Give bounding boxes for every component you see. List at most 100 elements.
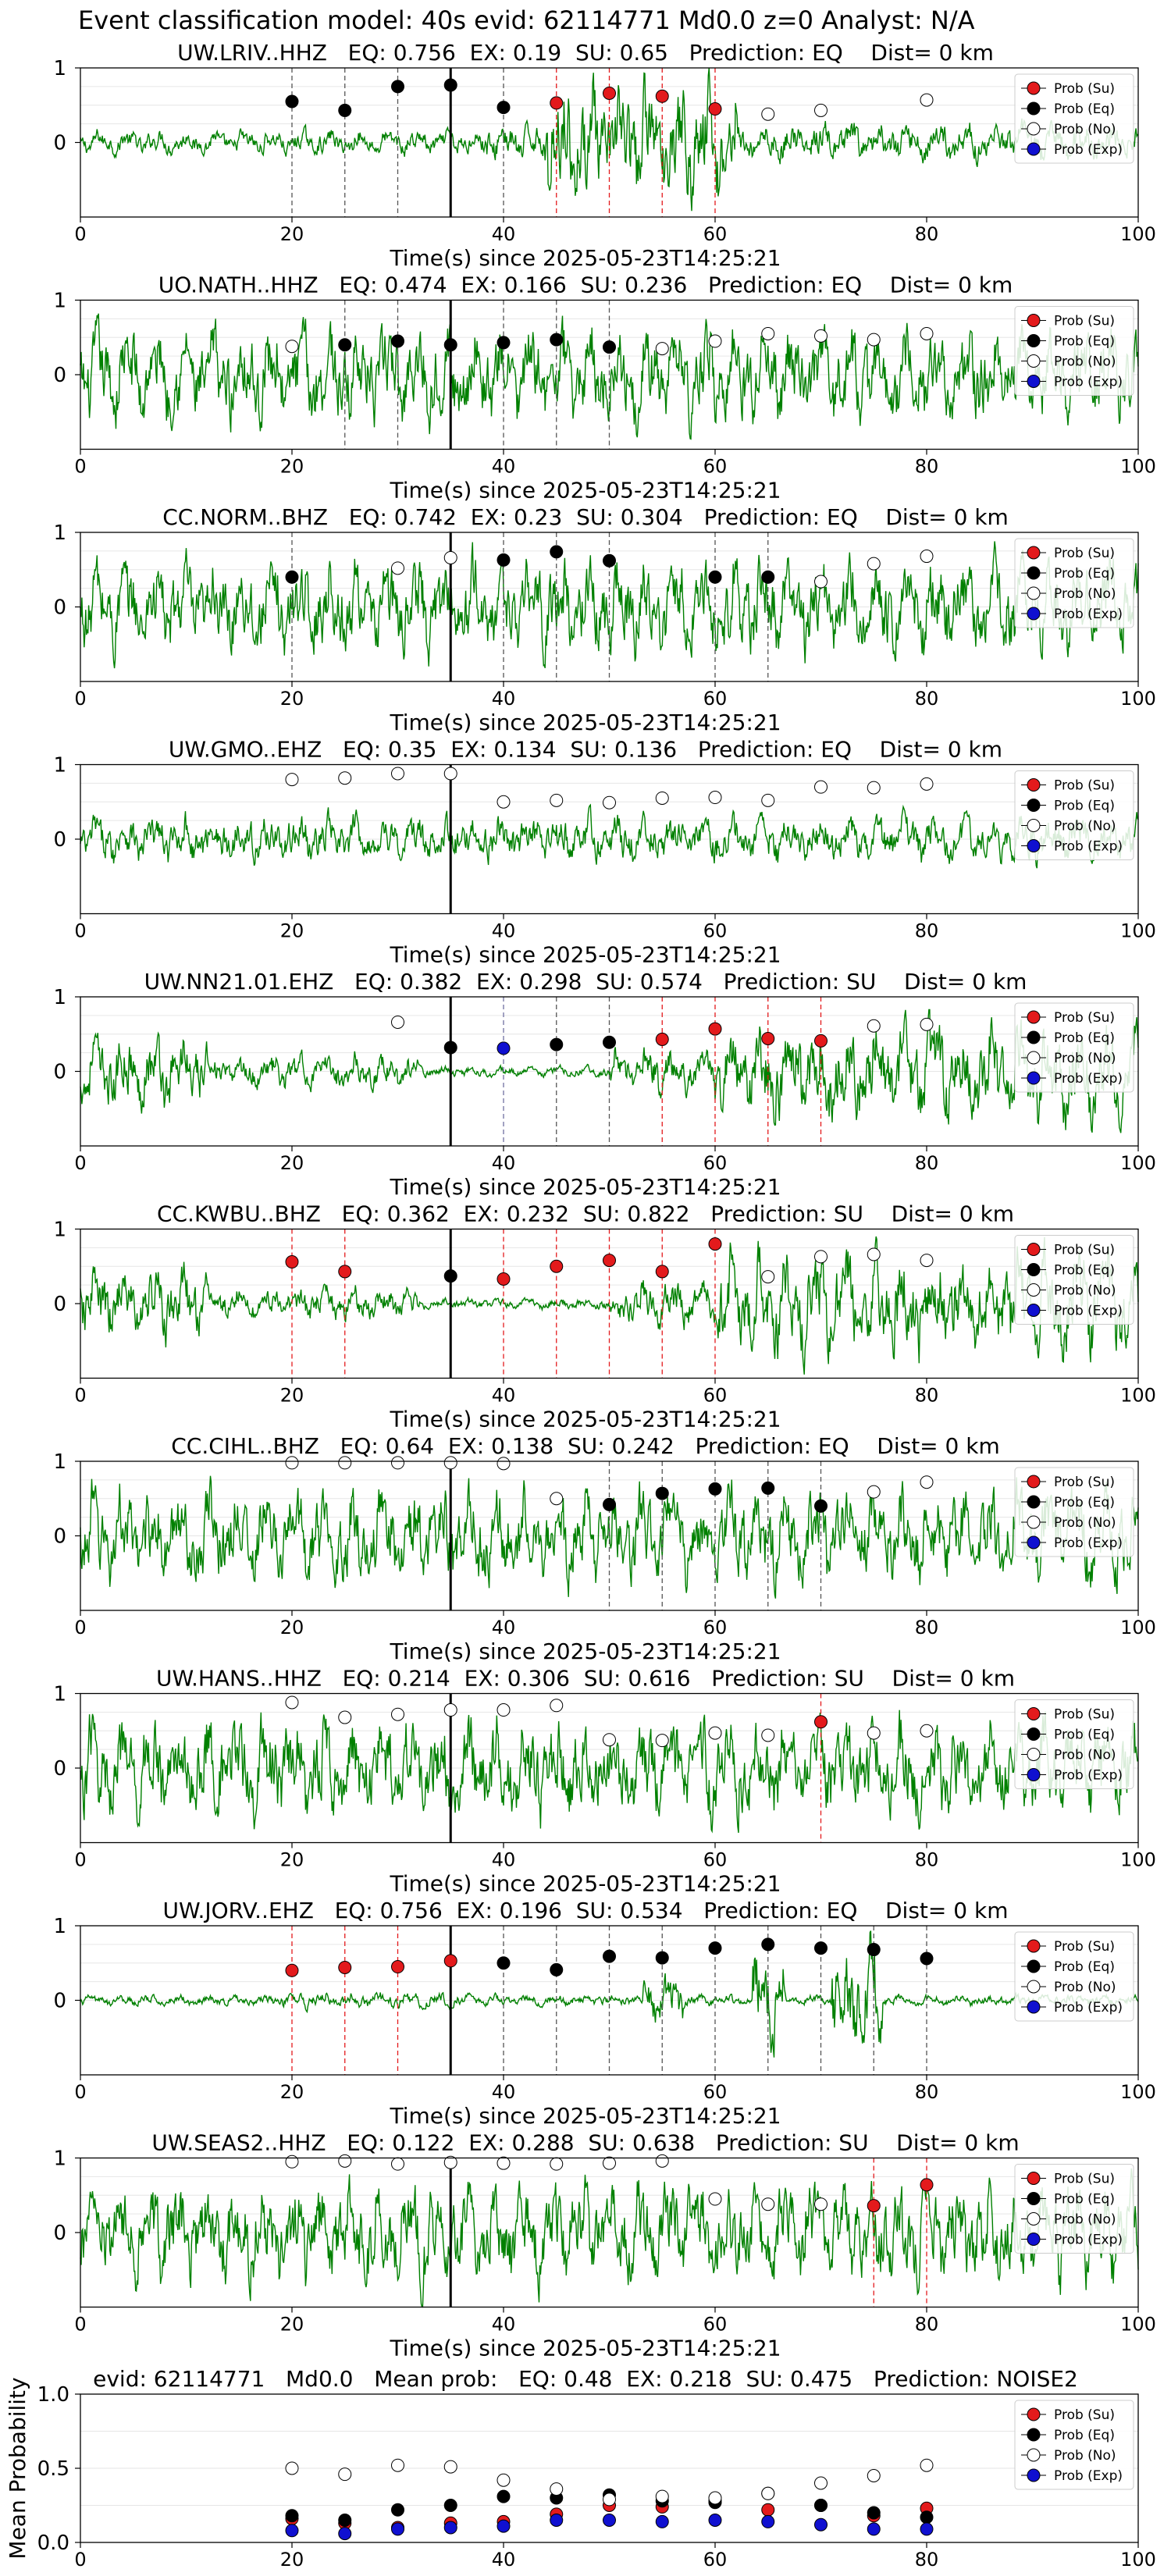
legend-label: Prob (Eq): [1054, 566, 1115, 582]
prob-marker-no: [550, 1492, 564, 1506]
legend-label: Prob (Eq): [1054, 1727, 1115, 1743]
legend-label: Prob (No): [1054, 819, 1116, 834]
mean-prob-marker-exp: [814, 2517, 828, 2532]
waveform-panel: CC.NORM..BHZ EQ: 0.742 EX: 0.23 SU: 0.30…: [53, 504, 1155, 735]
legend-marker: [1027, 1939, 1041, 1953]
legend-marker: [1027, 1243, 1041, 1256]
x-axis-label: Time(s) since 2025-05-23T14:25:21: [389, 1407, 781, 1432]
legend-marker: [1027, 819, 1041, 832]
legend-marker: [1027, 566, 1041, 580]
prob-marker-no: [814, 575, 828, 589]
x-tick-label: 20: [280, 2081, 304, 2103]
waveform-trace: [80, 1930, 1139, 2058]
legend-label: Prob (Su): [1054, 1939, 1115, 1955]
legend-label: Prob (Su): [1054, 314, 1115, 329]
waveform-trace: [80, 2168, 1139, 2308]
legend-box: [1014, 2164, 1134, 2254]
prob-marker-no: [761, 107, 775, 121]
mean-prob-marker-eq: [443, 2499, 457, 2512]
legend-label: Prob (Su): [1054, 2407, 1115, 2423]
prob-marker-no: [814, 103, 828, 117]
mean-prob-marker-exp: [708, 2514, 722, 2527]
prob-marker-eq: [814, 1941, 828, 1955]
x-tick-label: 100: [1120, 1849, 1156, 1871]
legend-label: Prob (Eq): [1054, 799, 1115, 814]
x-tick-label: 0: [74, 223, 86, 245]
prob-marker-no: [708, 2192, 722, 2206]
legend-marker: [1027, 778, 1041, 792]
legend-label: Prob (Eq): [1054, 334, 1115, 350]
legend-box: [1014, 1931, 1134, 2022]
prob-marker-no: [391, 561, 404, 575]
prob-marker-no: [867, 781, 881, 795]
mean-prob-marker-eq: [391, 2503, 404, 2517]
legend-label: Prob (Eq): [1054, 2428, 1115, 2443]
legend-marker: [1027, 2468, 1041, 2482]
x-tick-label: 40: [492, 2314, 516, 2336]
prob-marker-no: [338, 1710, 352, 1724]
mean-prob-marker-exp: [550, 2514, 564, 2527]
prob-marker-no: [761, 1270, 775, 1284]
x-tick-label: 60: [703, 456, 728, 478]
prob-marker-su: [285, 1963, 299, 1977]
prob-marker-no: [497, 1703, 511, 1717]
prob-marker-su: [497, 1272, 511, 1286]
x-tick-label: 80: [915, 1385, 939, 1407]
x-tick-label: 0: [74, 920, 86, 942]
y-tick-label: 0: [53, 132, 66, 155]
panel-title: UW.SEAS2..HHZ EQ: 0.122 EX: 0.288 SU: 0.…: [151, 2130, 1019, 2156]
legend-label: Prob (Eq): [1054, 1495, 1115, 1510]
legend-marker: [1027, 1263, 1041, 1276]
legend-label: Prob (No): [1054, 1515, 1116, 1531]
x-axis-label: Time(s) since 2025-05-23T14:25:21: [389, 2336, 781, 2361]
y-tick-label: 0: [53, 828, 66, 852]
prob-marker-su: [708, 102, 722, 116]
legend-label: Prob (No): [1054, 2212, 1116, 2228]
legend-label: Prob (Eq): [1054, 1030, 1115, 1046]
legend-label: Prob (Exp): [1054, 375, 1123, 390]
prob-marker-no: [497, 795, 511, 809]
prob-marker-eq: [603, 1949, 616, 1963]
prob-marker-eq: [443, 1269, 457, 1283]
prob-marker-no: [920, 1475, 934, 1489]
x-tick-label: 0: [74, 456, 86, 478]
prob-marker-no: [443, 767, 457, 781]
prob-marker-eq: [550, 333, 564, 347]
x-tick-label: 40: [492, 1617, 516, 1638]
y-tick-label: 1: [53, 521, 66, 545]
prob-marker-su: [920, 2178, 934, 2192]
x-tick-label: 60: [703, 1617, 728, 1638]
prob-marker-no: [603, 795, 616, 809]
prob-marker-no: [814, 329, 828, 343]
mean-prob-marker-no: [814, 2476, 828, 2490]
panel-title: CC.CIHL..BHZ EQ: 0.64 EX: 0.138 SU: 0.24…: [171, 1433, 999, 1459]
prob-marker-eq: [550, 545, 564, 559]
x-tick-label: 40: [492, 456, 516, 478]
legend-label: Prob (No): [1054, 1283, 1116, 1299]
prob-marker-eq: [497, 1956, 511, 1970]
legend-marker: [1027, 546, 1041, 560]
legend-marker: [1027, 142, 1041, 156]
x-tick-label: 100: [1120, 920, 1156, 942]
mean-prob-marker-no: [761, 2486, 775, 2500]
prob-marker-eq: [443, 1041, 457, 1055]
legend-box: [1014, 1235, 1134, 1325]
mean-prob-marker-exp: [655, 2514, 669, 2528]
x-tick-label: 100: [1120, 688, 1156, 710]
x-tick-label: 0: [74, 1849, 86, 1871]
prob-marker-su: [655, 1265, 669, 1279]
legend-box: [1014, 1699, 1134, 1789]
prob-marker-no: [814, 2197, 828, 2211]
x-tick-label: 40: [492, 2549, 516, 2571]
waveform-trace: [80, 1236, 1139, 1375]
mean-prob-marker-no: [867, 2469, 881, 2482]
prob-marker-no: [285, 2154, 299, 2169]
prob-marker-no: [920, 93, 934, 107]
legend-marker: [1027, 334, 1041, 347]
x-tick-label: 80: [915, 223, 939, 245]
legend-marker: [1027, 1980, 1041, 1994]
legend-box: [1014, 2400, 1134, 2490]
x-axis-label: Time(s) since 2025-05-23T14:25:21: [389, 245, 781, 271]
x-tick-label: 100: [1120, 2314, 1156, 2336]
x-tick-label: 100: [1120, 1617, 1156, 1638]
